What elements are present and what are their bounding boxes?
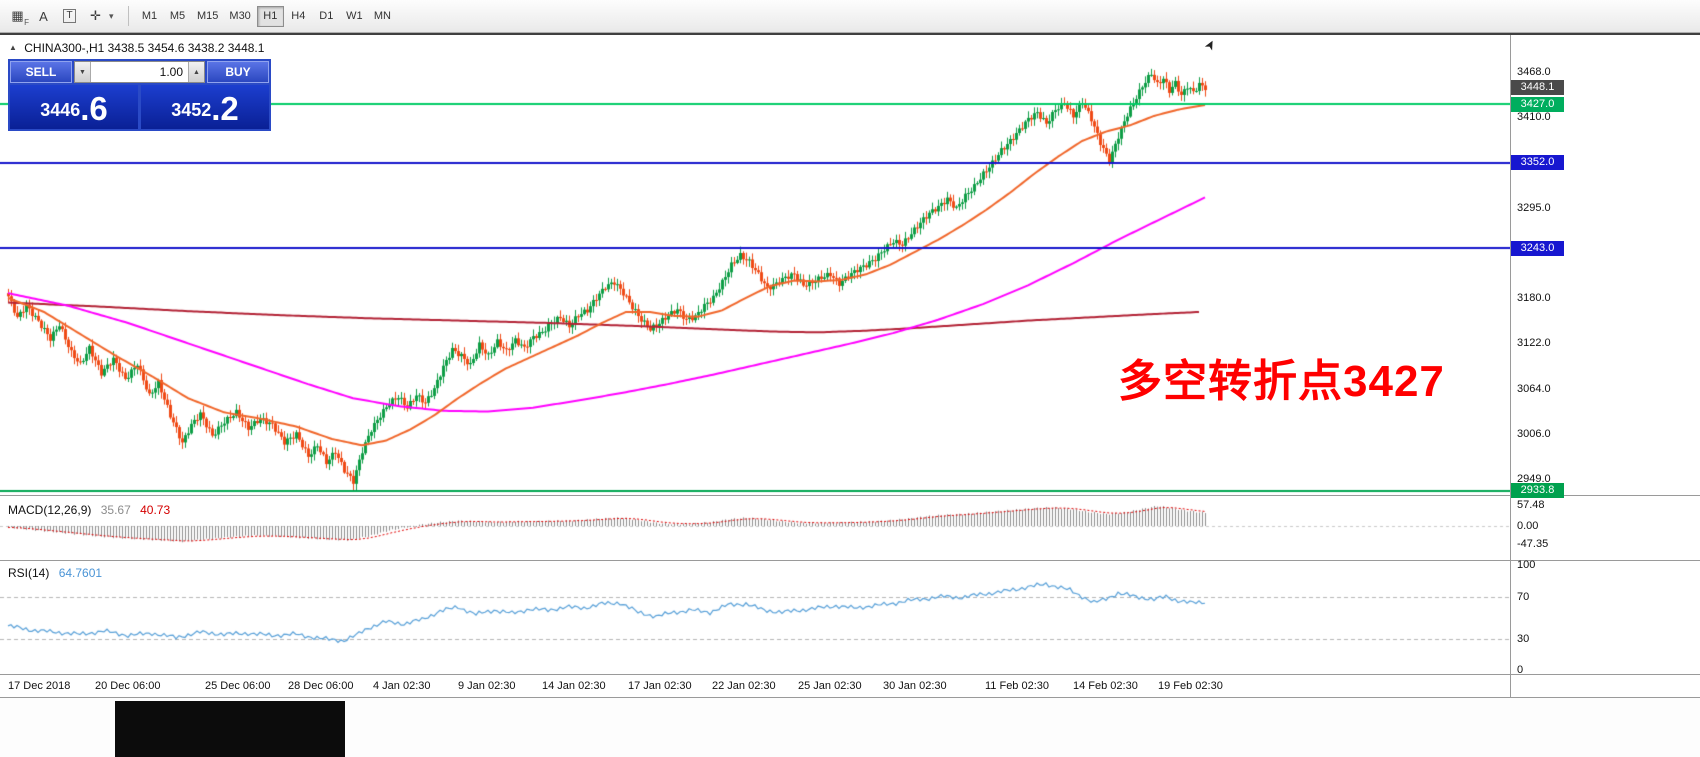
crosshair-dropdown-arrow-icon[interactable]: ▾ (109, 10, 114, 21)
price-axis-label: 3410.0 (1517, 111, 1551, 124)
toolbar: ▦ F A T ✛ ▾ M1 M5 M15 M30 H1 H4 D1 W1 MN (0, 0, 1700, 33)
time-axis-label: 14 Feb 02:30 (1073, 680, 1138, 692)
time-axis-label: 17 Jan 02:30 (628, 680, 692, 692)
macd-axis-label: -47.35 (1517, 537, 1549, 550)
time-axis-label: 4 Jan 02:30 (373, 680, 431, 692)
price-badge-3243.0: 3243.0 (1511, 240, 1564, 256)
grid-icon-glyph: ▦ (11, 8, 24, 23)
price-axis-label: 3006.0 (1517, 428, 1551, 441)
rsi-axis-label: 100 (1517, 559, 1536, 571)
timeframe-button-m1[interactable]: M1 (141, 10, 158, 22)
bid-price-prefix: 3446 (40, 100, 81, 120)
annotation-text: 多空转折点3427 (1118, 357, 1445, 406)
price-badge-3427.0: 3427.0 (1511, 96, 1564, 112)
timeframe-button-d1[interactable]: D1 (319, 10, 334, 22)
price-axis-label: 3180.0 (1517, 291, 1551, 304)
macd-axis-label: 0.00 (1517, 520, 1539, 532)
chart-title-text: CHINA300-,H1 3438.5 3454.6 3438.2 3448.1 (24, 41, 265, 55)
time-axis-label: 20 Dec 06:00 (95, 680, 161, 692)
macd-indicator-name: MACD(12,26,9) (8, 503, 92, 517)
rsi-canvas[interactable] (0, 561, 1510, 674)
macd-main-value: 35.67 (100, 503, 131, 517)
one-click-trading-panel: SELL ▼ 1.00 ▲ BUY 3446 .6 3452 .2 (8, 59, 271, 131)
time-axis-label: 28 Dec 06:00 (288, 680, 354, 692)
rsi-axis-label: 70 (1517, 590, 1530, 603)
price-axis-label: 3468.0 (1517, 66, 1551, 78)
price-axis-label: 3064.0 (1517, 382, 1551, 395)
price-axis-label: 2949.0 (1517, 472, 1551, 485)
price-badge-3352.0: 3352.0 (1511, 155, 1564, 171)
font-a-icon[interactable]: A (39, 8, 48, 24)
crosshair-icon[interactable]: ✛ (90, 8, 101, 23)
one-click-collapse-arrow[interactable]: ▲ (9, 43, 17, 52)
time-axis-label: 19 Feb 02:30 (1158, 680, 1223, 692)
lot-size-value[interactable]: 1.00 (159, 65, 183, 79)
price-badge-3448.1: 3448.1 (1511, 80, 1564, 96)
lot-decrement-button[interactable]: ▼ (75, 62, 91, 82)
timeframe-button-mn[interactable]: MN (373, 10, 391, 22)
time-axis-label: 9 Jan 02:30 (458, 680, 516, 692)
time-axis-label: 11 Feb 02:30 (985, 680, 1050, 692)
lot-increment-button[interactable]: ▲ (188, 62, 204, 82)
timeframe-button-w1[interactable]: W1 (346, 10, 363, 22)
timeframe-button-m5[interactable]: M5 (169, 10, 186, 22)
ask-price-box[interactable]: 3452 .2 (141, 85, 269, 129)
bid-price-box[interactable]: 3446 .6 (10, 85, 138, 129)
panel-separator (0, 674, 1700, 675)
panel-separator[interactable] (0, 495, 1700, 496)
rsi-axis-label: 30 (1517, 632, 1530, 645)
macd-canvas[interactable] (0, 496, 1510, 560)
time-axis-label: 25 Dec 06:00 (205, 680, 271, 692)
timeframe-toolbar: M1 M5 M15 M30 H1 H4 D1 W1 MN (136, 5, 396, 27)
rsi-label: RSI(14) 64.7601 (8, 566, 102, 580)
grid-icon-sublabel: F (24, 18, 29, 27)
time-axis-label: 17 Dec 2018 (8, 680, 71, 692)
timeframe-button-h1[interactable]: H1 (256, 5, 284, 27)
timeframe-button-m15[interactable]: M15 (197, 10, 219, 22)
textbox-icon[interactable]: T (57, 5, 82, 27)
sell-button[interactable]: SELL (10, 61, 72, 83)
price-axis-label: 3295.0 (1517, 201, 1551, 214)
price-badge-2933.8: 2933.8 (1511, 483, 1564, 499)
ask-price-prefix: 3452 (171, 100, 212, 120)
rsi-axis-label: 0 (1517, 664, 1524, 676)
macd-axis-label: 57.48 (1517, 498, 1545, 511)
grid-icon[interactable]: ▦ F (5, 5, 30, 27)
timeframe-button-m30[interactable]: M30 (229, 10, 251, 22)
bottom-strip (0, 698, 1700, 757)
price-axis-border (1510, 35, 1511, 697)
macd-signal-value: 40.73 (140, 503, 171, 517)
buy-button[interactable]: BUY (207, 61, 269, 83)
price-axis-label: 3122.0 (1517, 337, 1551, 350)
macd-label: MACD(12,26,9) 35.67 40.73 (8, 503, 170, 517)
chart-window: ▲ CHINA300-,H1 3438.5 3454.6 3438.2 3448… (0, 33, 1700, 757)
time-axis-label: 30 Jan 02:30 (883, 680, 947, 692)
chart-title: ▲ CHINA300-,H1 3438.5 3454.6 3438.2 3448… (9, 41, 264, 55)
panel-separator (0, 697, 1700, 698)
bid-price-big-digit: .6 (80, 90, 108, 127)
background-window-fragment (115, 701, 345, 757)
panel-separator[interactable] (0, 560, 1700, 561)
ask-price-big-digit: .2 (211, 90, 239, 127)
time-axis-label: 25 Jan 02:30 (798, 680, 862, 692)
rsi-indicator-name: RSI(14) (8, 566, 50, 580)
toolbar-separator (128, 6, 129, 26)
time-axis-label: 22 Jan 02:30 (712, 680, 776, 692)
lot-size-field: ▼ 1.00 ▲ (74, 61, 205, 83)
timeframe-button-h4[interactable]: H4 (291, 10, 306, 22)
time-axis-label: 14 Jan 02:30 (542, 680, 606, 692)
rsi-value: 64.7601 (58, 566, 103, 580)
